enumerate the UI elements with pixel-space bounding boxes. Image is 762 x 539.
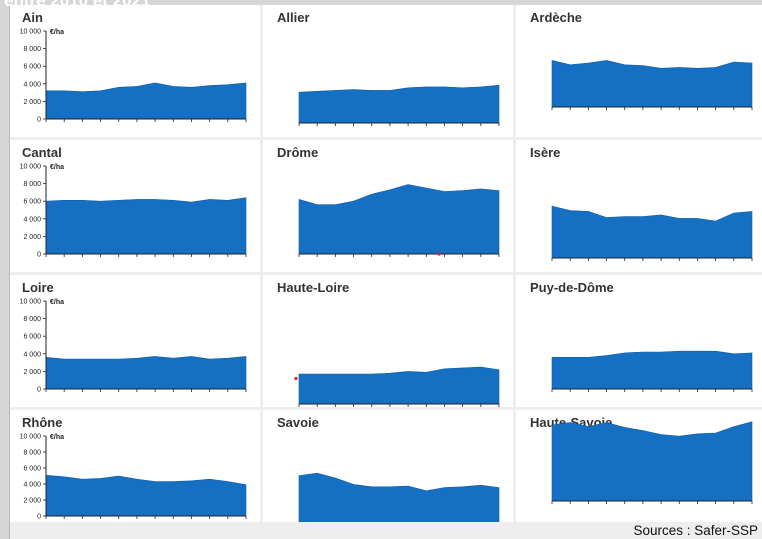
chart-panel-allier: Allier: [263, 5, 513, 137]
chart-panel-cantal: Cantal 0 2 000 4 000 6 000 8 000 10 000 €/ha: [10, 140, 260, 272]
area-series: [298, 472, 500, 522]
y-unit-label: €/ha: [50, 29, 64, 36]
chart-panel-haute-loire: Haute-Loire: [263, 275, 513, 407]
y-tick-label: 8 000: [23, 46, 41, 53]
chart-svg: Cantal 0 2 000 4 000 6 000 8 000 10 000 €/ha: [20, 145, 247, 259]
y-tick-label: 2 000: [23, 99, 41, 106]
y-tick-label: 2 000: [23, 498, 41, 505]
chart-svg: Loire 0 2 000 4 000 6 000 8 000 10 000 €/ha: [20, 280, 247, 394]
area-series: [298, 84, 500, 124]
y-tick-label: 0: [37, 387, 41, 394]
area-series: [45, 82, 247, 120]
chart-svg: Isère: [530, 145, 753, 261]
y-tick-label: 4 000: [23, 351, 41, 358]
area-series: [551, 205, 753, 259]
area-series: [45, 356, 247, 390]
y-tick-label: 10 000: [20, 29, 42, 36]
chart-panel-savoie: Savoie: [263, 410, 513, 522]
y-tick-label: 8 000: [23, 181, 41, 188]
red-marker: [294, 376, 298, 381]
y-tick-label: 10 000: [20, 299, 42, 306]
chart-svg: Allier: [277, 10, 500, 126]
area-series: [298, 184, 500, 255]
y-unit-label: €/ha: [50, 164, 64, 171]
y-tick-label: 0: [37, 117, 41, 124]
chart-svg: Rhône 0 2 000 4 000 6 000 8 000 10 000 €/ha: [20, 415, 247, 521]
chart-panel-ard-che: Ardèche: [516, 5, 762, 137]
panel-title: Cantal: [22, 145, 62, 160]
chart-panel-loire: Loire 0 2 000 4 000 6 000 8 000 10 000 €/ha: [10, 275, 260, 407]
panel-title: Puy-de-Dôme: [530, 280, 614, 295]
area-series: [45, 474, 247, 517]
y-tick-label: 0: [37, 514, 41, 521]
chart-svg: Haute-Savoie: [530, 415, 753, 504]
sources-note: Sources : Safer-SSP: [633, 523, 758, 538]
small-multiples-grid: Ain 0 2 000 4 000 6 000 8 000 10 000 €/ha Allier…: [10, 5, 762, 522]
panel-title: Isère: [530, 145, 560, 160]
chart-svg: Ain 0 2 000 4 000 6 000 8 000 10 000 €/ha: [20, 10, 247, 124]
area-series: [298, 366, 500, 405]
panel-title: Ardèche: [530, 10, 582, 25]
y-tick-label: 2 000: [23, 234, 41, 241]
chart-panel-haute-savoie: Haute-Savoie: [516, 410, 762, 522]
panel-title: Loire: [22, 280, 54, 295]
panel-title: Rhône: [22, 415, 62, 430]
red-marker: [437, 252, 441, 256]
panel-title: Drôme: [277, 145, 318, 160]
panel-title: Haute-Loire: [277, 280, 349, 295]
chart-svg: Puy-de-Dôme: [530, 280, 753, 392]
panel-title: Ain: [22, 10, 43, 25]
area-series: [45, 197, 247, 255]
y-tick-label: 10 000: [20, 164, 42, 171]
chart-panel-rh-ne: Rhône 0 2 000 4 000 6 000 8 000 10 000 €/ha: [10, 410, 260, 522]
y-tick-label: 6 000: [23, 199, 41, 206]
chart-svg: Haute-Loire: [277, 280, 500, 407]
y-tick-label: 8 000: [23, 450, 41, 457]
panel-title: Allier: [277, 10, 310, 25]
chart-svg: Drôme: [277, 145, 500, 257]
y-unit-label: €/ha: [50, 299, 64, 306]
y-tick-label: 10 000: [20, 434, 42, 441]
chart-panel-ain: Ain 0 2 000 4 000 6 000 8 000 10 000 €/ha: [10, 5, 260, 137]
chart-panel-dr-me: Drôme: [263, 140, 513, 272]
area-series: [551, 421, 753, 502]
y-tick-label: 6 000: [23, 334, 41, 341]
y-tick-label: 6 000: [23, 64, 41, 71]
chart-svg: Ardèche: [530, 10, 753, 110]
chart-panel-puy-de-d-me: Puy-de-Dôme: [516, 275, 762, 407]
chart-panel-is-re: Isère: [516, 140, 762, 272]
y-unit-label: €/ha: [50, 434, 64, 441]
area-series: [551, 350, 753, 390]
y-tick-label: 0: [37, 252, 41, 259]
panel-title: Savoie: [277, 415, 319, 430]
area-series: [551, 60, 753, 108]
y-tick-label: 6 000: [23, 466, 41, 473]
y-tick-label: 4 000: [23, 482, 41, 489]
y-tick-label: 8 000: [23, 316, 41, 323]
y-tick-label: 2 000: [23, 369, 41, 376]
y-tick-label: 4 000: [23, 216, 41, 223]
chart-svg: Savoie: [277, 415, 500, 522]
y-tick-label: 4 000: [23, 81, 41, 88]
